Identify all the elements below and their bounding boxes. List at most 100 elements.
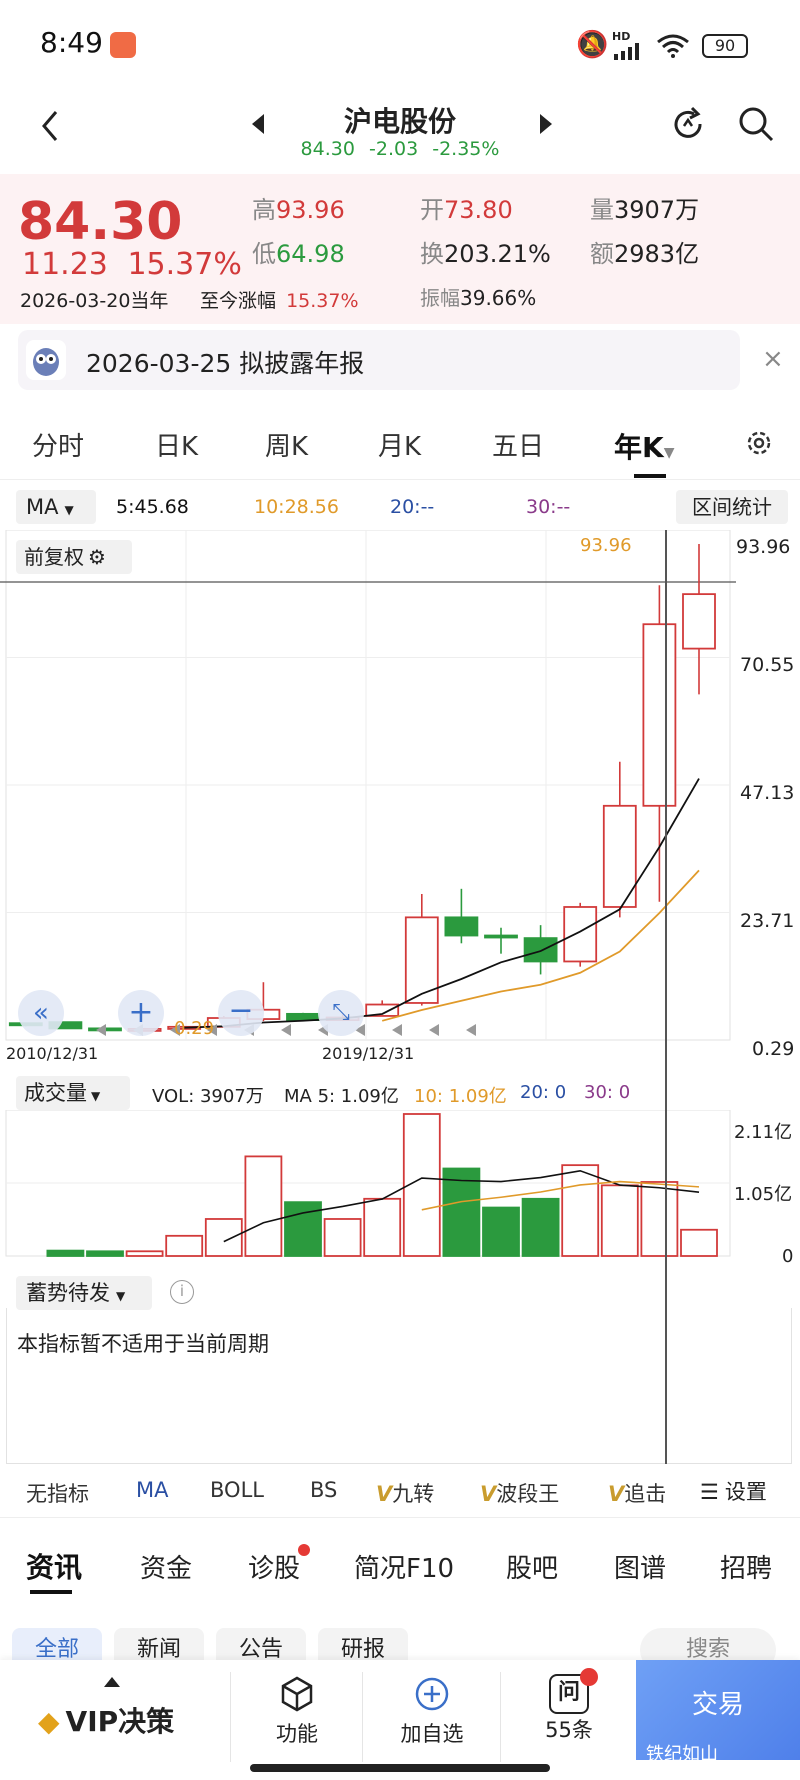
- ytd-value: 15.37%: [286, 290, 359, 312]
- high-label: 高: [252, 196, 276, 224]
- tab-monthly[interactable]: 月K: [378, 432, 422, 462]
- volume-bar: [86, 1250, 124, 1257]
- cube-icon: [281, 1676, 313, 1712]
- notice-banner[interactable]: 2026-03-25 拟披露年报: [18, 330, 740, 390]
- volume-bar: [363, 1197, 402, 1257]
- range-stats-button[interactable]: 区间统计: [676, 490, 788, 524]
- ind-tab-nine[interactable]: V九转: [376, 1478, 434, 1508]
- kline-svg: [0, 529, 736, 1041]
- volume-bar: [323, 1218, 362, 1257]
- info-tab-f10[interactable]: 简况F10: [354, 1554, 455, 1584]
- question-count: 55条: [545, 1718, 593, 1742]
- zoom-out-button[interactable]: −: [218, 990, 264, 1036]
- scroll-left-button[interactable]: «: [18, 990, 64, 1036]
- tab-yearly-label: 年K: [614, 431, 664, 464]
- settings-icon[interactable]: [744, 428, 774, 458]
- scroll-arrow-icon: [392, 1024, 402, 1036]
- next-stock-button[interactable]: [536, 112, 556, 136]
- current-price: 84.30: [18, 192, 183, 252]
- vip-decision-button[interactable]: ◆ VIP决策: [38, 1700, 174, 1740]
- ind-tab-bs[interactable]: BS: [310, 1478, 338, 1502]
- ind-tab-ma[interactable]: MA: [136, 1478, 169, 1502]
- tab-daily[interactable]: 日K: [155, 432, 199, 462]
- owl-icon: [26, 340, 66, 380]
- y-label-bottom: 0.29: [752, 1038, 795, 1060]
- volume-selector[interactable]: 成交量 ▼: [16, 1076, 130, 1110]
- indicator-message: 本指标暂不适用于当前周期: [17, 1332, 269, 1356]
- ma20-value: 20:--: [390, 496, 435, 518]
- info-tab-funds[interactable]: 资金: [140, 1554, 193, 1584]
- volume-bar: [165, 1234, 204, 1257]
- adjust-label: 前复权: [24, 545, 84, 569]
- function-label: 功能: [276, 1722, 318, 1746]
- info-tab-forum[interactable]: 股吧: [506, 1554, 559, 1584]
- vip-v-icon: V: [376, 1482, 393, 1506]
- vip-v-icon: V: [480, 1482, 497, 1506]
- ma10-value: 10:28.56: [254, 496, 339, 518]
- ind-settings-label: 设置: [724, 1480, 767, 1504]
- indicator-selector[interactable]: 蓄势待发 ▼: [16, 1276, 152, 1310]
- vol-ma5: MA 5: 1.09亿: [284, 1086, 399, 1107]
- zoom-in-button[interactable]: +: [118, 990, 164, 1036]
- tab-weekly[interactable]: 周K: [265, 432, 309, 462]
- function-button[interactable]: 功能: [262, 1674, 332, 1748]
- turnover-label: 换: [420, 240, 444, 268]
- ma-selector[interactable]: MA ▼: [16, 490, 96, 524]
- volume-bar: [482, 1206, 520, 1257]
- status-time: 8:49: [40, 26, 103, 59]
- tab-five-day[interactable]: 五日: [492, 432, 545, 462]
- amplitude-value: 39.66%: [460, 286, 537, 310]
- info-icon[interactable]: i: [170, 1280, 194, 1304]
- candle-body: [642, 623, 677, 807]
- amplitude-label: 振幅: [420, 286, 460, 310]
- candle-body: [365, 1003, 400, 1017]
- search-icon[interactable]: [736, 104, 776, 144]
- divider: [362, 1672, 363, 1762]
- info-tab-news[interactable]: 资讯: [26, 1551, 83, 1584]
- question-button[interactable]: 问 55条: [534, 1674, 604, 1744]
- volume-chart[interactable]: 2.11亿 1.05亿 0: [0, 1109, 800, 1267]
- tab-yearly[interactable]: 年K▼: [614, 426, 674, 466]
- scroll-arrow-icon: [429, 1024, 439, 1036]
- tab-intraday[interactable]: 分时: [32, 432, 85, 462]
- info-tab-graph[interactable]: 图谱: [614, 1554, 667, 1584]
- status-bar: 8:49 🔕 HD 90: [0, 0, 800, 96]
- caret-down-icon: ▼: [91, 1089, 101, 1103]
- adjust-selector[interactable]: 前复权 ⚙: [16, 540, 132, 574]
- y-label-4: 23.71: [740, 910, 795, 932]
- high-marker: 93.96: [580, 535, 632, 556]
- ind-settings[interactable]: ☰ 设置: [696, 1472, 800, 1512]
- ind-tab-boll[interactable]: BOLL: [210, 1478, 264, 1502]
- trade-button[interactable]: 交易: [636, 1660, 800, 1760]
- add-label: 加自选: [400, 1722, 464, 1746]
- refresh-icon[interactable]: [668, 104, 708, 144]
- indicator-row: 蓄势待发 ▼ i: [0, 1272, 800, 1322]
- volume-bar: [600, 1184, 639, 1257]
- ind-tab-none[interactable]: 无指标: [26, 1482, 89, 1506]
- info-tab-diagnosis[interactable]: 诊股: [248, 1554, 301, 1584]
- kline-chart[interactable]: 前复权 ⚙ 93.96 70.55 47.13 23.71 0.29 93.96 …: [0, 529, 800, 1078]
- divider: [230, 1672, 231, 1762]
- notification-app-icon: [110, 32, 136, 58]
- battery-level: 90: [714, 36, 736, 55]
- close-icon[interactable]: ×: [762, 344, 784, 374]
- volume-selector-label: 成交量: [24, 1081, 87, 1105]
- volume-bar: [680, 1228, 718, 1257]
- header-change: -2.03: [369, 138, 419, 160]
- caret-down-icon: ▼: [64, 503, 74, 517]
- red-dot-badge: [298, 1544, 310, 1556]
- add-watchlist-button[interactable]: 加自选: [392, 1674, 472, 1748]
- battery-icon: 90: [702, 34, 748, 58]
- ind-tab-wave[interactable]: V波段王: [480, 1478, 559, 1508]
- prev-stock-button[interactable]: [248, 112, 268, 136]
- indicator-tabs: 无指标 MA BOLL BS V九转 V波段王 V追击 ☰ 设置: [0, 1468, 800, 1518]
- scroll-arrow-icon: [96, 1024, 106, 1036]
- fullscreen-button[interactable]: ⤡: [318, 990, 364, 1036]
- x-label-2: 2019/12/31: [322, 1044, 415, 1063]
- turnover-value: 203.21%: [444, 240, 551, 268]
- back-button[interactable]: [36, 106, 66, 146]
- home-indicator: [250, 1764, 550, 1772]
- header-quote: 84.30 -2.03 -2.35%: [280, 138, 520, 160]
- ind-tab-chase[interactable]: V追击: [608, 1478, 666, 1508]
- info-tab-jobs[interactable]: 招聘: [720, 1554, 773, 1584]
